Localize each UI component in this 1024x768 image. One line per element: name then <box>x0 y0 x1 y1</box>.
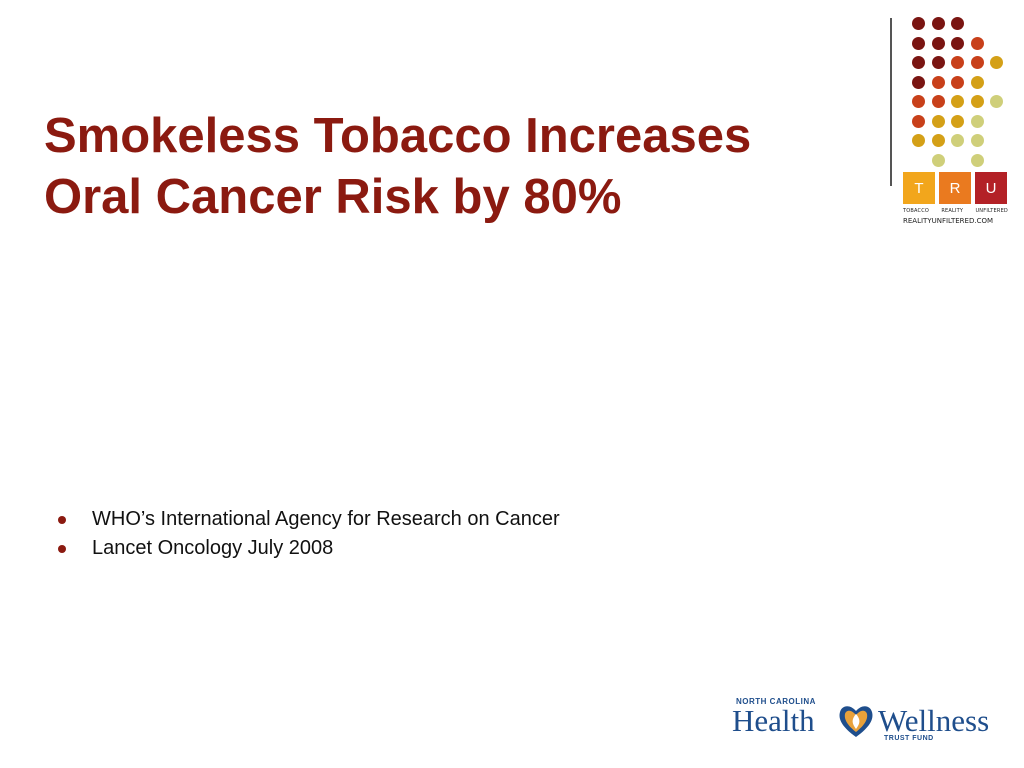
ncw-bottom-text: TRUST FUND <box>884 735 934 742</box>
decorative-dot <box>951 134 964 147</box>
decorative-dot <box>970 114 984 128</box>
title-line-2: Oral Cancer Risk by 80% <box>44 170 622 224</box>
bullet-dot-icon <box>58 516 66 524</box>
decorative-dot <box>951 75 964 89</box>
heart-drop-emblem-icon <box>839 706 873 737</box>
vertical-divider <box>890 18 892 186</box>
decorative-dot <box>912 75 925 89</box>
decorative-dot <box>912 36 925 50</box>
decorative-dot <box>931 95 945 108</box>
decorative-dot <box>951 17 964 30</box>
ncw-wellness-text: Wellness <box>878 703 990 738</box>
tru-letter-r: R <box>939 172 971 204</box>
tru-letter-u: U <box>975 172 1007 204</box>
decorative-dot <box>990 56 1003 69</box>
tru-word-tobacco: TOBACCO <box>903 208 930 214</box>
ncw-top-text: NORTH CAROLINA <box>736 697 816 706</box>
bullet-list: WHO’s International Agency for Research … <box>58 505 560 563</box>
decorative-dot <box>912 17 925 30</box>
slide-title: Smokeless Tobacco Increases Oral Cancer … <box>44 106 864 228</box>
bullet-text: Lancet Oncology July 2008 <box>92 537 334 559</box>
decorative-dot <box>931 134 945 147</box>
bullet-item: WHO’s International Agency for Research … <box>58 505 560 534</box>
decorative-dot <box>970 153 984 167</box>
decorative-dot <box>951 95 964 108</box>
decorative-dot <box>931 75 945 89</box>
bullet-item: Lancet Oncology July 2008 <box>58 534 560 563</box>
decorative-dot <box>951 36 964 50</box>
decorative-dot <box>970 56 984 69</box>
tru-letter-boxes: T R U <box>903 172 1008 204</box>
decorative-dot <box>990 95 1003 108</box>
decorative-dot <box>970 134 984 147</box>
decorative-dot <box>912 114 925 128</box>
decorative-dot <box>912 134 925 147</box>
decorative-dot <box>970 95 984 108</box>
decorative-dot <box>931 114 945 128</box>
nc-health-wellness-logo: NORTH CAROLINA Health Wellness TRUST FUN… <box>732 697 1012 747</box>
decorative-dot <box>951 56 964 69</box>
decorative-dot <box>970 36 984 50</box>
tru-words: TOBACCO REALITY UNFILTERED <box>903 208 1008 214</box>
decorative-dot <box>931 153 945 167</box>
title-line-1: Smokeless Tobacco Increases <box>44 109 752 163</box>
decorative-dot <box>931 36 945 50</box>
bullet-dot-icon <box>58 545 66 553</box>
decorative-dot <box>931 56 945 69</box>
decorative-dot <box>912 56 925 69</box>
tru-word-reality: REALITY <box>941 208 964 214</box>
decorative-dot <box>931 17 945 30</box>
tru-logo: T R U TOBACCO REALITY UNFILTERED REALITY… <box>903 172 1008 225</box>
decorative-dot <box>951 114 964 128</box>
ncw-health-text: Health <box>732 703 815 738</box>
tru-url: REALITYUNFILTERED.COM <box>903 217 994 225</box>
decorative-dot <box>970 75 984 89</box>
tru-letter-t: T <box>903 172 935 204</box>
decorative-dot <box>912 95 925 108</box>
bullet-text: WHO’s International Agency for Research … <box>92 508 560 530</box>
tru-word-unfiltered: UNFILTERED <box>975 208 1008 214</box>
